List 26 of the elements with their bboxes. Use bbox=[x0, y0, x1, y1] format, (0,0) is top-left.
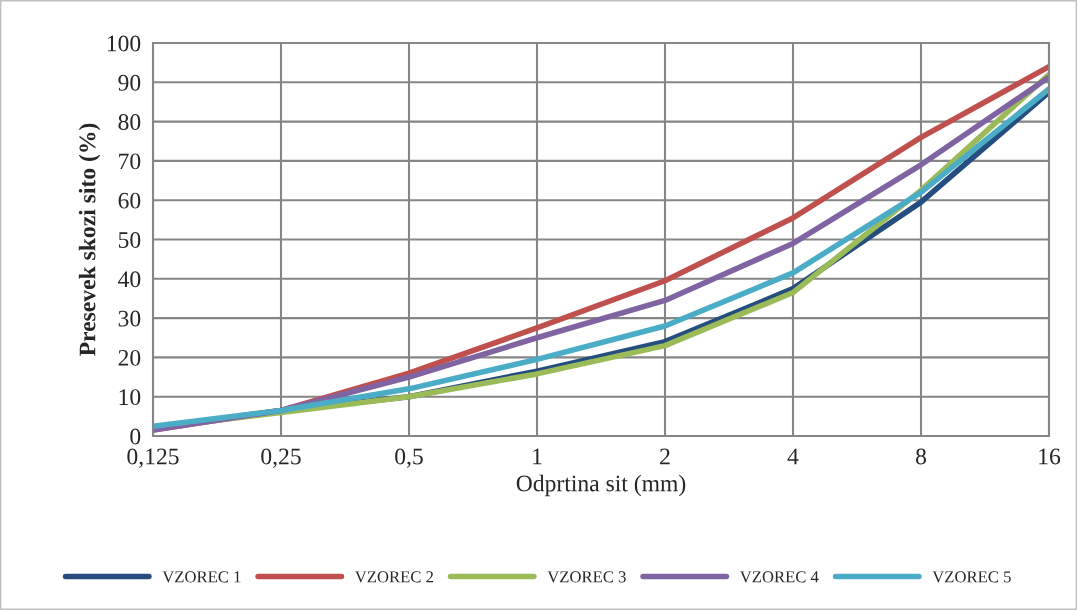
x-tick-label: 1 bbox=[533, 448, 542, 465]
y-tick-label: 100 bbox=[107, 35, 141, 52]
x-axis-title: Odprtina sit (mm) bbox=[516, 474, 686, 497]
y-tick-label: 40 bbox=[118, 271, 141, 288]
x-tick-label: 0,5 bbox=[395, 448, 423, 468]
y-tick-label: 0 bbox=[130, 428, 141, 445]
y-tick-label: 60 bbox=[118, 192, 141, 209]
y-tick-label: 50 bbox=[118, 231, 141, 248]
x-tick-label: 16 bbox=[1039, 448, 1061, 465]
legend-label: VZOREC 2 bbox=[354, 571, 433, 583]
x-tick-label: 8 bbox=[916, 448, 926, 465]
legend-label: VZOREC 4 bbox=[739, 571, 819, 583]
y-tick-label: 80 bbox=[118, 114, 141, 131]
y-axis-title: Presevek skozi sito (%) bbox=[78, 123, 101, 356]
y-tick-label: 70 bbox=[119, 153, 141, 170]
x-tick-label: 2 bbox=[660, 448, 670, 465]
y-tick-label: 20 bbox=[118, 349, 141, 366]
y-tick-label: 30 bbox=[118, 310, 141, 327]
x-tick-label: 4 bbox=[787, 448, 799, 465]
y-tick-label: 10 bbox=[119, 389, 141, 406]
x-tick-label: 0,25 bbox=[261, 448, 301, 468]
y-tick-label: 90 bbox=[118, 74, 141, 91]
legend-label: VZOREC 1 bbox=[162, 571, 241, 583]
legend-label: VZOREC 3 bbox=[547, 571, 626, 583]
legend-label: VZOREC 5 bbox=[932, 571, 1011, 583]
x-tick-label: 0,125 bbox=[127, 448, 179, 468]
